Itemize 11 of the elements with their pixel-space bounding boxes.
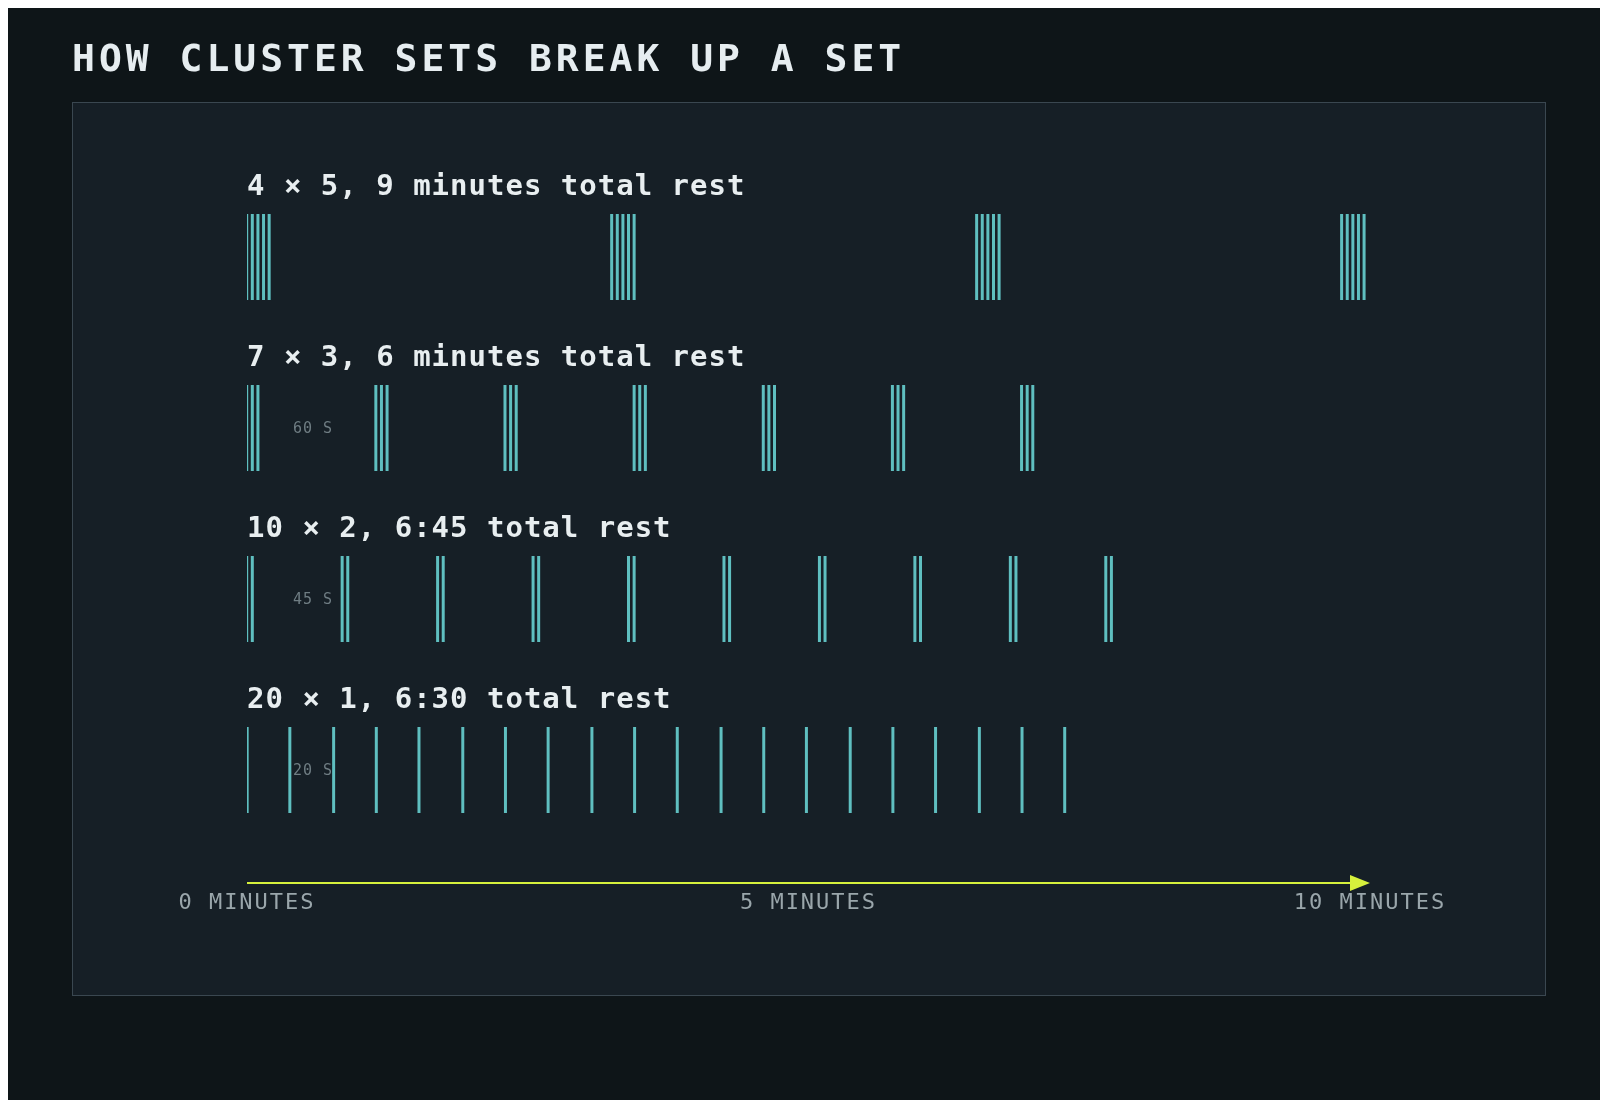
x-tick-label: 0 MINUTES xyxy=(178,889,316,914)
x-tick-label: 10 MINUTES xyxy=(1293,889,1447,914)
chart-title: 7 × 3, 6 minutes total rest xyxy=(247,339,747,375)
chart-title: 10 × 2, 6:45 total rest xyxy=(247,510,673,546)
annotation: 45 S xyxy=(293,590,334,608)
annotation: 20 S xyxy=(293,761,334,779)
annotation: 60 S xyxy=(293,419,334,437)
x-tick-label: 5 MINUTES xyxy=(739,889,878,914)
chart-title: 4 × 5, 9 minutes total rest xyxy=(247,168,747,204)
chart-title: 20 × 1, 6:30 total rest xyxy=(247,681,673,717)
text: HOW CLUSTER SETS BREAK UP A SET xyxy=(72,36,906,80)
